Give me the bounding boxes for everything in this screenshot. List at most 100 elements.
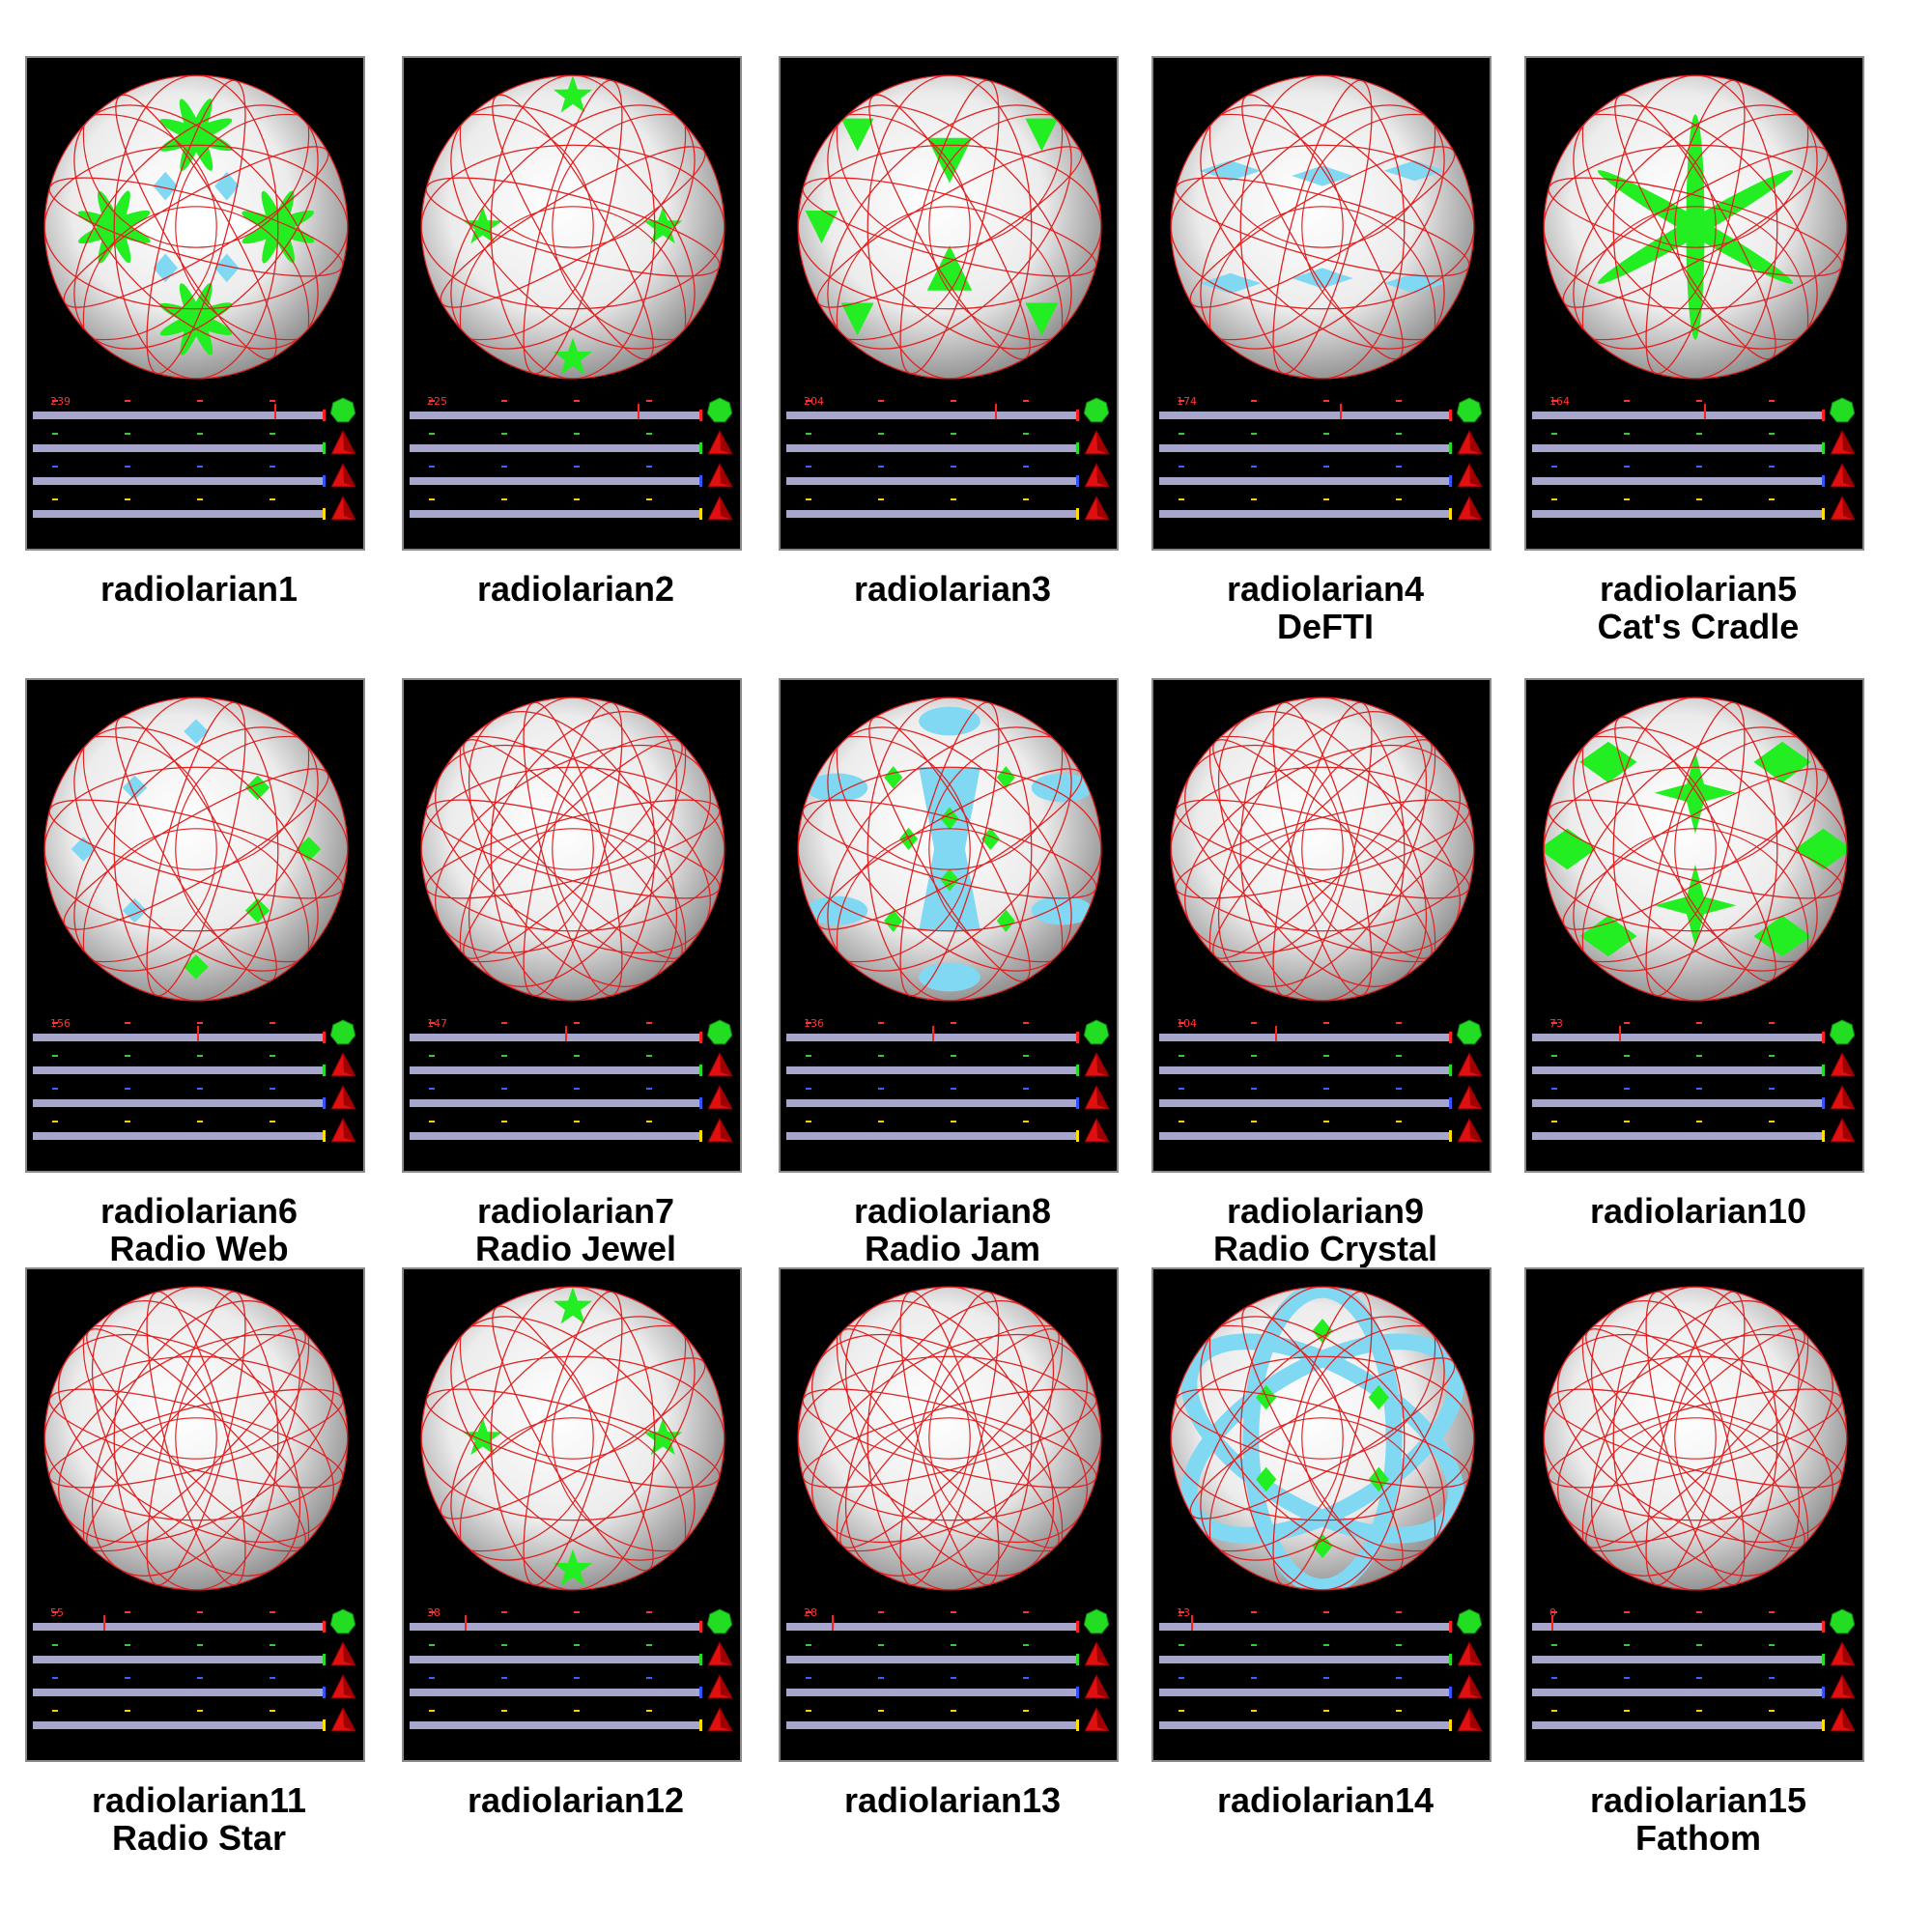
red-triangle-icon[interactable] bbox=[1455, 1673, 1484, 1702]
slider-track[interactable] bbox=[33, 1623, 325, 1631]
red-triangle-icon[interactable] bbox=[1082, 495, 1111, 524]
red-triangle-icon[interactable] bbox=[1455, 462, 1484, 491]
green-heptagon-icon[interactable] bbox=[705, 396, 734, 425]
slider-track[interactable] bbox=[33, 510, 325, 518]
slider-track[interactable] bbox=[1159, 1623, 1451, 1631]
red-triangle-icon[interactable] bbox=[1828, 1640, 1857, 1669]
slider-track[interactable] bbox=[410, 1721, 701, 1729]
slider-track[interactable] bbox=[1532, 1132, 1824, 1140]
slider-track[interactable] bbox=[786, 1099, 1078, 1107]
red-triangle-icon[interactable] bbox=[1082, 1673, 1111, 1702]
slider-knob[interactable] bbox=[832, 1615, 834, 1631]
slider-track[interactable] bbox=[786, 1689, 1078, 1696]
red-triangle-icon[interactable] bbox=[705, 1640, 734, 1669]
slider-track[interactable] bbox=[33, 1656, 325, 1663]
slider-track[interactable] bbox=[1159, 1689, 1451, 1696]
red-triangle-icon[interactable] bbox=[705, 429, 734, 458]
radiolarian-sphere[interactable] bbox=[419, 1285, 726, 1592]
radiolarian-sphere[interactable] bbox=[1169, 1285, 1476, 1592]
radiolarian-sphere[interactable] bbox=[1169, 696, 1476, 1003]
slider-track[interactable] bbox=[33, 1099, 325, 1107]
green-heptagon-icon[interactable] bbox=[1082, 1018, 1111, 1047]
red-triangle-icon[interactable] bbox=[1455, 1051, 1484, 1080]
red-triangle-icon[interactable] bbox=[1455, 1706, 1484, 1735]
red-triangle-icon[interactable] bbox=[705, 1084, 734, 1113]
slider-track[interactable] bbox=[1532, 1066, 1824, 1074]
slider-track[interactable] bbox=[1532, 444, 1824, 452]
slider-track[interactable] bbox=[1159, 1066, 1451, 1074]
slider-track[interactable] bbox=[786, 1623, 1078, 1631]
slider-track[interactable] bbox=[1159, 510, 1451, 518]
red-triangle-icon[interactable] bbox=[1828, 1706, 1857, 1735]
slider-track[interactable] bbox=[1159, 444, 1451, 452]
green-heptagon-icon[interactable] bbox=[1082, 1607, 1111, 1636]
radiolarian-sphere[interactable] bbox=[43, 73, 350, 381]
red-triangle-icon[interactable] bbox=[705, 1117, 734, 1146]
slider-track[interactable] bbox=[410, 444, 701, 452]
green-heptagon-icon[interactable] bbox=[705, 1607, 734, 1636]
slider-track[interactable] bbox=[33, 477, 325, 485]
slider-track[interactable] bbox=[410, 1066, 701, 1074]
red-triangle-icon[interactable] bbox=[1828, 1051, 1857, 1080]
red-triangle-icon[interactable] bbox=[1455, 495, 1484, 524]
slider-knob[interactable] bbox=[565, 1026, 567, 1041]
red-triangle-icon[interactable] bbox=[1828, 1084, 1857, 1113]
red-triangle-icon[interactable] bbox=[705, 462, 734, 491]
slider-knob[interactable] bbox=[1275, 1026, 1277, 1041]
red-triangle-icon[interactable] bbox=[1828, 1673, 1857, 1702]
radiolarian-sphere[interactable] bbox=[1542, 696, 1849, 1003]
red-triangle-icon[interactable] bbox=[1828, 462, 1857, 491]
slider-knob[interactable] bbox=[1704, 404, 1706, 419]
slider-knob[interactable] bbox=[274, 404, 276, 419]
red-triangle-icon[interactable] bbox=[705, 1051, 734, 1080]
slider-track[interactable] bbox=[1159, 1656, 1451, 1663]
red-triangle-icon[interactable] bbox=[1082, 1706, 1111, 1735]
slider-track[interactable] bbox=[33, 1066, 325, 1074]
red-triangle-icon[interactable] bbox=[328, 462, 357, 491]
radiolarian-sphere[interactable] bbox=[43, 1285, 350, 1592]
red-triangle-icon[interactable] bbox=[1828, 429, 1857, 458]
slider-knob[interactable] bbox=[1340, 404, 1342, 419]
radiolarian-sphere[interactable] bbox=[1542, 73, 1849, 381]
slider-track[interactable] bbox=[786, 444, 1078, 452]
red-triangle-icon[interactable] bbox=[328, 495, 357, 524]
slider-track[interactable] bbox=[1159, 1721, 1451, 1729]
red-triangle-icon[interactable] bbox=[328, 1117, 357, 1146]
red-triangle-icon[interactable] bbox=[328, 1673, 357, 1702]
slider-track[interactable] bbox=[1532, 1099, 1824, 1107]
green-heptagon-icon[interactable] bbox=[1828, 1607, 1857, 1636]
slider-knob[interactable] bbox=[465, 1615, 467, 1631]
red-triangle-icon[interactable] bbox=[1455, 1640, 1484, 1669]
green-heptagon-icon[interactable] bbox=[1455, 1607, 1484, 1636]
radiolarian-sphere[interactable] bbox=[43, 696, 350, 1003]
slider-track[interactable] bbox=[33, 1132, 325, 1140]
green-heptagon-icon[interactable] bbox=[1455, 396, 1484, 425]
red-triangle-icon[interactable] bbox=[1082, 1640, 1111, 1669]
red-triangle-icon[interactable] bbox=[328, 1084, 357, 1113]
red-triangle-icon[interactable] bbox=[1828, 495, 1857, 524]
slider-track[interactable] bbox=[33, 1689, 325, 1696]
slider-track[interactable] bbox=[1159, 1034, 1451, 1041]
red-triangle-icon[interactable] bbox=[705, 1706, 734, 1735]
slider-knob[interactable] bbox=[932, 1026, 934, 1041]
radiolarian-sphere[interactable] bbox=[419, 73, 726, 381]
slider-track[interactable] bbox=[410, 477, 701, 485]
green-heptagon-icon[interactable] bbox=[1455, 1018, 1484, 1047]
slider-track[interactable] bbox=[786, 510, 1078, 518]
slider-track[interactable] bbox=[786, 477, 1078, 485]
red-triangle-icon[interactable] bbox=[328, 429, 357, 458]
slider-track[interactable] bbox=[410, 1656, 701, 1663]
red-triangle-icon[interactable] bbox=[1082, 462, 1111, 491]
green-heptagon-icon[interactable] bbox=[705, 1018, 734, 1047]
red-triangle-icon[interactable] bbox=[1455, 429, 1484, 458]
slider-track[interactable] bbox=[33, 1034, 325, 1041]
green-heptagon-icon[interactable] bbox=[1828, 1018, 1857, 1047]
red-triangle-icon[interactable] bbox=[1082, 1051, 1111, 1080]
red-triangle-icon[interactable] bbox=[1082, 1117, 1111, 1146]
red-triangle-icon[interactable] bbox=[705, 1673, 734, 1702]
slider-track[interactable] bbox=[410, 1623, 701, 1631]
slider-track[interactable] bbox=[786, 1721, 1078, 1729]
slider-track[interactable] bbox=[1532, 1656, 1824, 1663]
slider-knob[interactable] bbox=[1191, 1615, 1193, 1631]
slider-track[interactable] bbox=[1159, 412, 1451, 419]
